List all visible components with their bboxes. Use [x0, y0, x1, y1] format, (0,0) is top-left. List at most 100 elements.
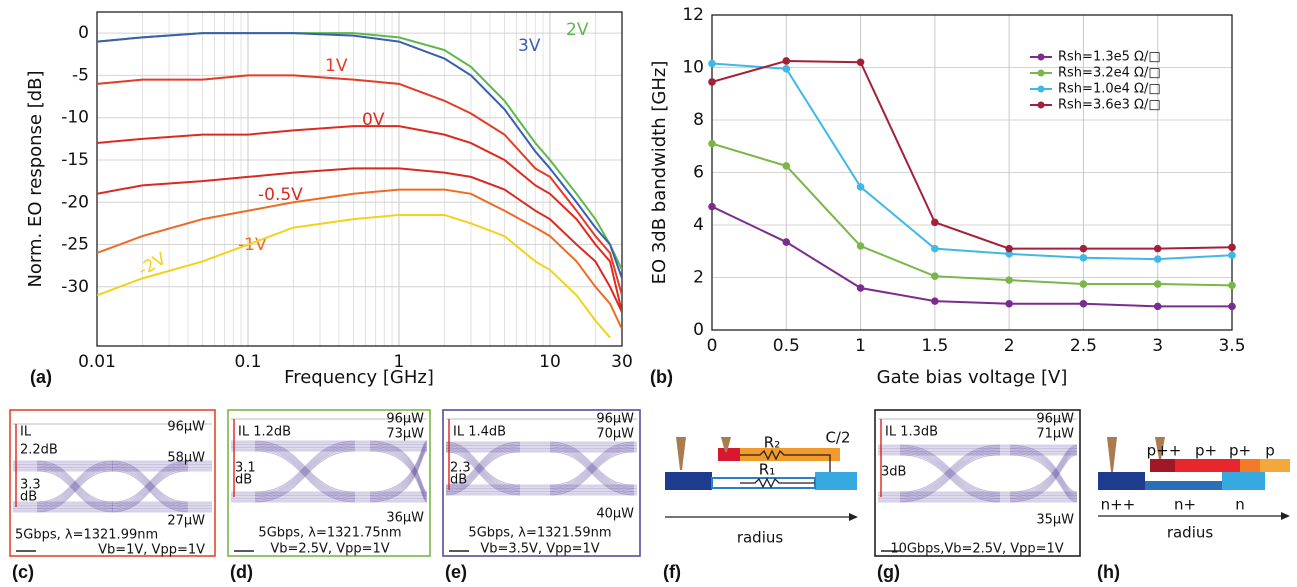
eye-trace — [369, 450, 428, 503]
x-axis-label: Frequency [GHz] — [284, 367, 434, 388]
eye-trace — [1009, 449, 1078, 498]
panel-text: p+ — [1229, 442, 1251, 460]
eye-trace — [1009, 454, 1078, 503]
legend-marker — [1037, 101, 1045, 109]
marker — [1228, 251, 1236, 259]
panel-text: 2.2dB — [20, 443, 58, 458]
panel-text: 27μW — [167, 514, 205, 529]
panel-text: Vb=1V, Vpp=1V — [98, 543, 205, 558]
eye-trace — [36, 470, 114, 513]
marker — [1079, 280, 1088, 288]
eye-trace — [1009, 447, 1078, 496]
panel-text: 96μW — [386, 412, 424, 427]
eye-trace — [1009, 449, 1078, 498]
panel-label: (d) — [230, 562, 253, 582]
marker — [1228, 302, 1236, 311]
eye-diagram — [442, 409, 641, 557]
eye-trace — [369, 448, 428, 501]
eye-trace — [549, 444, 635, 489]
legend-marker — [1037, 53, 1045, 61]
series-line — [97, 125, 622, 313]
marker — [1153, 255, 1162, 263]
panel-label: (a) — [30, 367, 52, 387]
x-tick-label: 0 — [707, 336, 718, 356]
eye-trace — [254, 443, 356, 496]
legend-label: Rsh=3.6e3 Ω/□ — [1058, 98, 1161, 113]
eye-trace — [36, 465, 114, 508]
marker — [856, 183, 865, 191]
eye-trace — [445, 444, 521, 489]
series-line — [97, 213, 611, 339]
eye-trace — [899, 447, 1001, 496]
eye-trace — [1009, 444, 1078, 493]
eye-trace — [549, 451, 635, 496]
eye-trace — [1009, 447, 1078, 496]
eye-trace — [899, 444, 1001, 493]
marker — [931, 218, 939, 227]
eye-trace — [445, 444, 521, 489]
marker — [1005, 244, 1013, 253]
eye-trace — [445, 446, 521, 491]
eye-trace — [899, 446, 1001, 495]
marker — [1079, 244, 1088, 253]
eye-trace — [445, 448, 521, 493]
eye-trace — [445, 449, 521, 494]
marker — [782, 162, 791, 170]
panel-text: p+ — [1195, 442, 1217, 460]
y-tick-label: -10 — [61, 108, 89, 128]
marker — [1153, 280, 1162, 288]
panel-text: Vb=3.5V, Vpp=1V — [480, 542, 599, 557]
eye-trace — [254, 448, 356, 501]
eye-trace — [369, 445, 428, 498]
eye-trace — [111, 462, 189, 505]
x-tick-label: 0.5 — [773, 336, 800, 356]
eye-trace — [369, 442, 428, 495]
eye-trace — [549, 449, 635, 494]
panel-text: 10Gbps,Vb=2.5V, Vpp=1V — [890, 542, 1063, 557]
eye-frame — [442, 409, 641, 557]
eye-trace — [111, 468, 189, 511]
panel-text: Vb=2.5V, Vpp=1V — [270, 542, 389, 557]
y-tick-label: -5 — [72, 65, 89, 85]
marker — [708, 59, 716, 68]
marker — [782, 238, 791, 246]
eye-trace — [1009, 444, 1078, 493]
y-tick-label: 2 — [693, 268, 704, 288]
panel-text: 5Gbps, λ=1321.75nm — [258, 526, 401, 541]
y-tick-label: 0 — [693, 320, 704, 340]
marker — [708, 139, 716, 148]
panel-text: 3.3 — [20, 478, 41, 493]
eye-trace — [36, 460, 114, 503]
panel-label: (e) — [445, 562, 467, 582]
series-label: -0.5V — [258, 185, 303, 205]
y-tick-label: -30 — [61, 277, 89, 297]
eye-trace — [1009, 452, 1078, 501]
eye-trace — [899, 452, 1001, 501]
marker — [1153, 302, 1162, 311]
y-axis-label: Norm. EO response [dB] — [25, 70, 46, 287]
y-axis-label: EO 3dB bandwidth [GHz] — [649, 61, 670, 285]
eye-trace — [899, 451, 1001, 500]
series-line — [712, 59, 1232, 250]
marker — [931, 244, 939, 253]
eye-trace — [36, 470, 114, 513]
marker — [1005, 250, 1013, 258]
x-tick-label: 3.5 — [1218, 336, 1245, 356]
eye-trace — [111, 460, 189, 503]
series-line — [97, 32, 622, 279]
panel-text: n++ — [1101, 496, 1136, 514]
eye-trace — [445, 443, 521, 488]
eye-trace — [111, 470, 189, 513]
eye-trace — [549, 446, 635, 491]
marker — [931, 297, 939, 305]
legend-marker — [1037, 69, 1045, 77]
eye-trace — [36, 468, 114, 511]
eye-trace — [111, 468, 189, 511]
eye-trace — [254, 447, 356, 500]
series-line — [97, 74, 622, 296]
x-tick-label: 2.5 — [1070, 336, 1097, 356]
eye-trace — [899, 454, 1001, 503]
y-tick-label: 0 — [78, 23, 89, 43]
panel-text: 70μW — [596, 427, 634, 442]
eye-trace — [254, 447, 356, 500]
